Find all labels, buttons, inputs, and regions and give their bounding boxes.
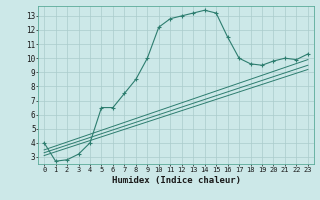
X-axis label: Humidex (Indice chaleur): Humidex (Indice chaleur)	[111, 176, 241, 185]
